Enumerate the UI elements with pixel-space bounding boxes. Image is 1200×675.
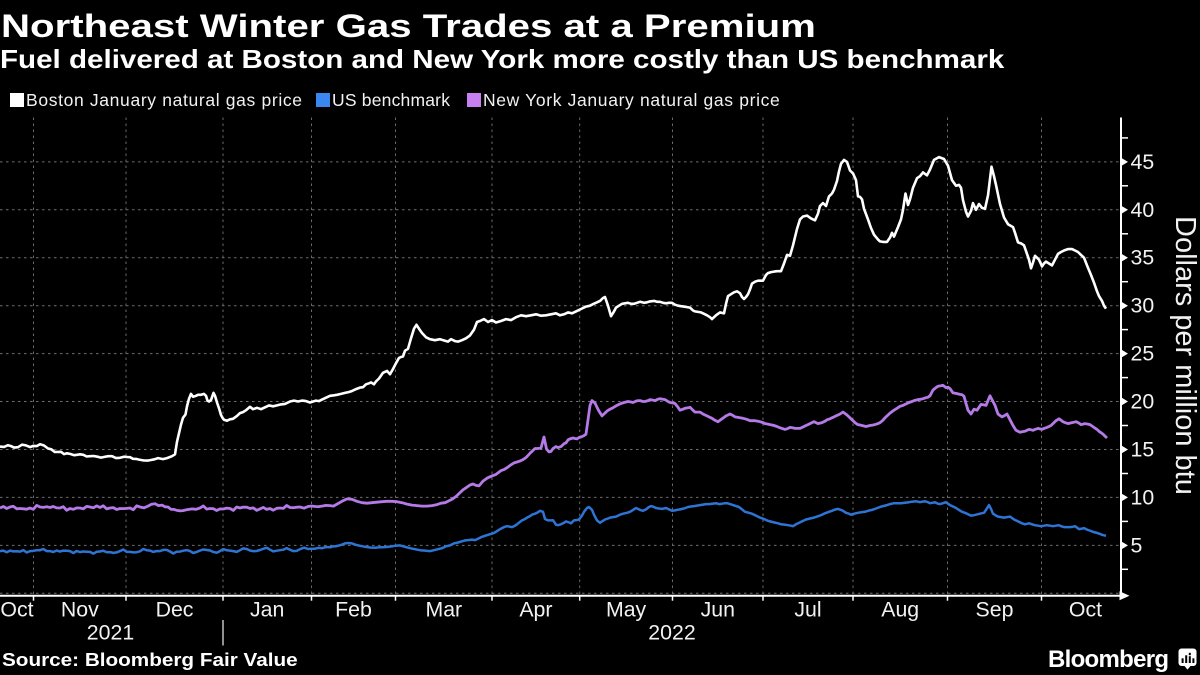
svg-text:25: 25 bbox=[1131, 342, 1155, 366]
svg-text:Feb: Feb bbox=[335, 598, 372, 622]
svg-text:Apr: Apr bbox=[519, 598, 552, 622]
svg-text:2022: 2022 bbox=[648, 621, 695, 645]
svg-text:5: 5 bbox=[1131, 533, 1143, 557]
svg-text:Sep: Sep bbox=[976, 598, 1014, 622]
svg-text:May: May bbox=[606, 598, 647, 622]
svg-text:10: 10 bbox=[1131, 485, 1155, 509]
svg-text:20: 20 bbox=[1131, 390, 1155, 414]
svg-text:Dec: Dec bbox=[156, 598, 194, 622]
svg-text:Dollars per million btu: Dollars per million btu bbox=[1169, 216, 1200, 495]
svg-text:Oct: Oct bbox=[1069, 598, 1102, 622]
svg-text:Mar: Mar bbox=[425, 598, 462, 622]
svg-text:35: 35 bbox=[1131, 246, 1155, 270]
svg-text:Jan: Jan bbox=[250, 598, 284, 622]
svg-text:Jul: Jul bbox=[794, 598, 821, 622]
svg-text:30: 30 bbox=[1131, 294, 1155, 318]
svg-text:Oct: Oct bbox=[0, 598, 33, 622]
svg-text:15: 15 bbox=[1131, 438, 1155, 462]
svg-text:Nov: Nov bbox=[61, 598, 99, 622]
svg-text:2021: 2021 bbox=[87, 621, 134, 645]
svg-text:40: 40 bbox=[1131, 198, 1155, 222]
svg-text:Aug: Aug bbox=[881, 598, 919, 622]
svg-text:45: 45 bbox=[1131, 150, 1155, 174]
svg-text:Jun: Jun bbox=[701, 598, 735, 622]
